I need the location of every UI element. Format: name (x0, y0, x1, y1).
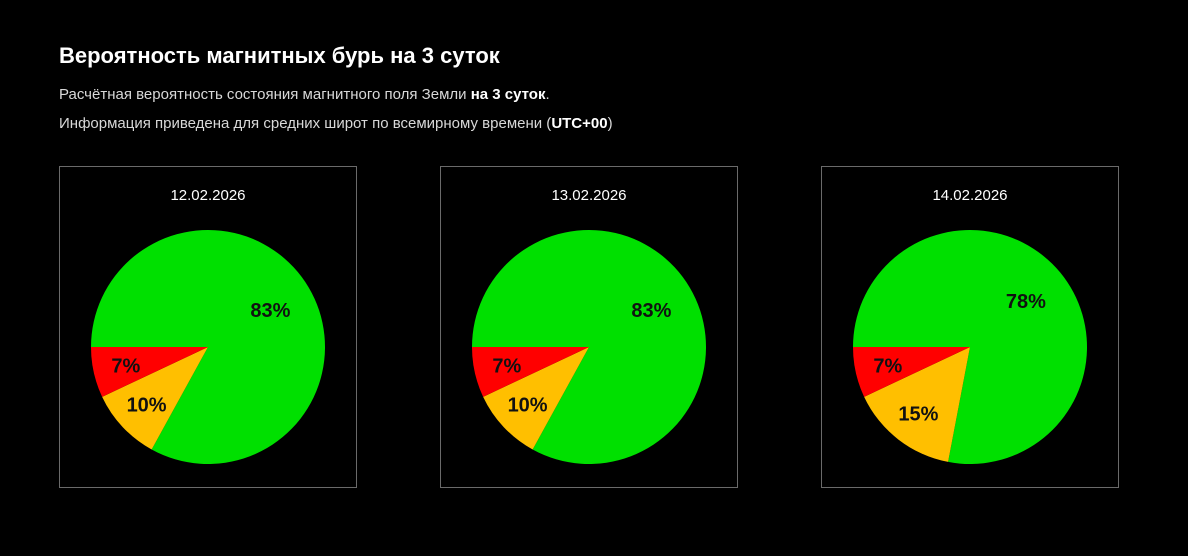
pie-label-orange: 10% (508, 395, 548, 417)
subtitle-forecast: Расчётная вероятность состояния магнитно… (59, 86, 550, 103)
pie-slice-red (853, 347, 970, 397)
pie-slice-red (91, 347, 208, 397)
subtitle-timezone: Информация приведена для средних широт п… (59, 115, 613, 132)
forecast-card-day2: 13.02.2026 83% 10% 7% (440, 166, 738, 488)
timezone-bold: UTC+00 (551, 115, 608, 132)
timezone-text: Информация приведена для средних широт п… (59, 115, 552, 132)
pie-chart: 83% 10% 7% (91, 230, 326, 464)
forecast-card-day3: 14.02.2026 78% 15% 7% (821, 166, 1119, 488)
pie-label-green: 83% (250, 300, 290, 322)
pie-chart: 78% 15% 7% (853, 230, 1087, 464)
subtitle-text: Расчётная вероятность состояния магнитно… (59, 86, 471, 103)
timezone-suffix: ) (607, 115, 613, 132)
pie-label-red: 7% (111, 355, 140, 377)
card-date: 14.02.2026 (932, 187, 1008, 204)
pie-chart: 83% 10% 7% (472, 230, 706, 464)
pie-slice-red (472, 347, 589, 397)
pie-slice-orange (483, 347, 589, 450)
pie-label-orange: 15% (898, 404, 938, 426)
pie-label-green: 78% (1006, 291, 1046, 313)
card-date: 12.02.2026 (170, 187, 246, 204)
pie-slice-green (91, 230, 326, 464)
pie-slice-orange (102, 347, 208, 450)
pie-label-orange: 10% (127, 395, 167, 417)
pie-label-red: 7% (492, 355, 521, 377)
pie-label-green: 83% (631, 300, 671, 322)
page-title: Вероятность магнитных бурь на 3 суток (59, 43, 500, 68)
subtitle-bold: на 3 суток (470, 86, 546, 103)
subtitle-suffix: . (545, 86, 550, 103)
card-date: 13.02.2026 (551, 187, 627, 204)
pie-slice-orange (864, 347, 970, 462)
pie-label-red: 7% (873, 355, 902, 377)
forecast-card-day1: 12.02.2026 83% 10% 7% (59, 166, 357, 488)
